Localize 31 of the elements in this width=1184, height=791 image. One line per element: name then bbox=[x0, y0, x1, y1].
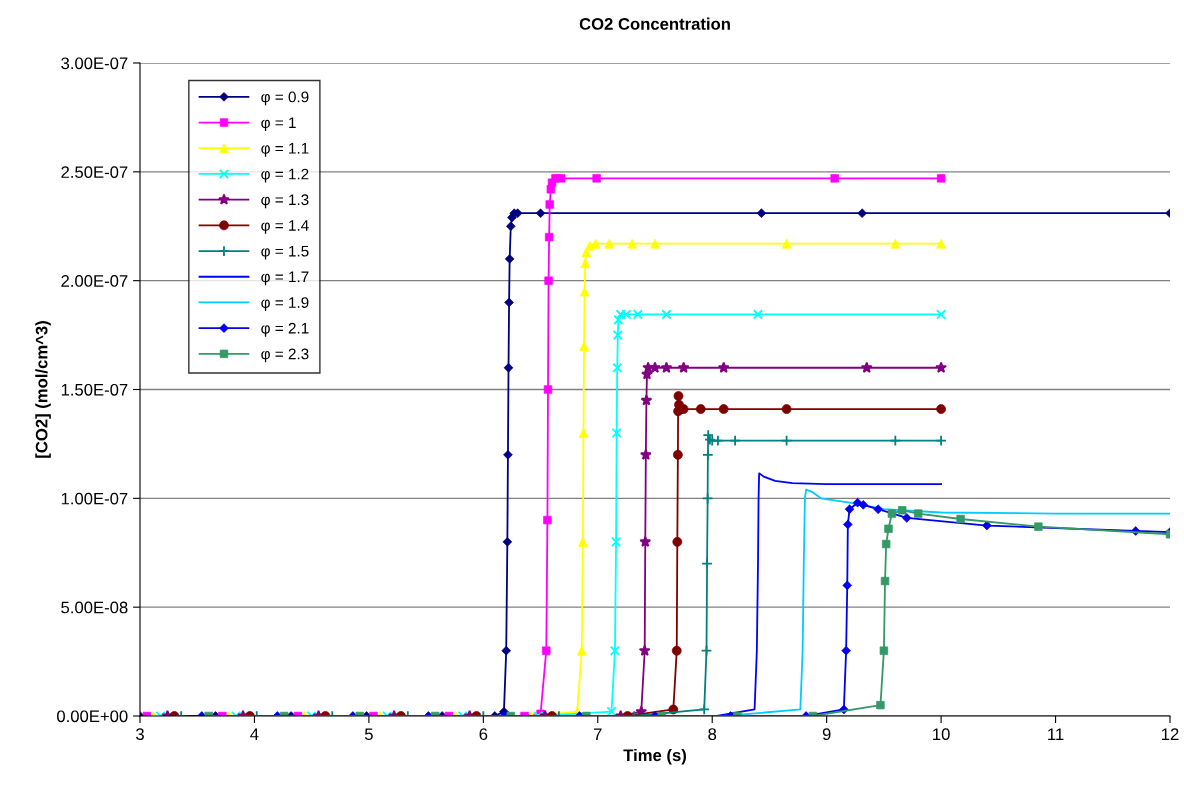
y-tick-label: 2.50E-07 bbox=[61, 166, 128, 179]
legend-label: φ = 1.2 bbox=[261, 168, 309, 183]
legend-label: φ = 1.4 bbox=[261, 220, 309, 234]
legend-label: φ = 2.1 bbox=[261, 322, 309, 337]
y-tick-label: 1.00E-07 bbox=[61, 492, 128, 505]
x-axis-title: Time (s) bbox=[623, 748, 686, 765]
x-tick-label: 12 bbox=[1162, 728, 1179, 740]
legend-label: φ = 0.9 bbox=[261, 91, 309, 106]
legend-label: φ = 1.7 bbox=[261, 271, 309, 286]
legend-label: φ = 1 bbox=[261, 117, 296, 132]
y-axis-title: [CO2] (mol/cm^3) bbox=[35, 321, 51, 458]
y-tick-label: 2.00E-07 bbox=[61, 275, 128, 287]
y-tick-label: 5.00E-08 bbox=[61, 601, 128, 614]
x-tick-label: 6 bbox=[479, 728, 488, 741]
chart-title: CO2 Concentration bbox=[579, 17, 730, 30]
legend-label: φ = 1.5 bbox=[261, 245, 309, 260]
y-tick-label: 1.50E-07 bbox=[61, 383, 128, 396]
legend-label: φ = 1.3 bbox=[261, 194, 309, 209]
y-tick-label: 0.00E+00 bbox=[57, 710, 128, 723]
legend-label: φ = 1.9 bbox=[261, 297, 309, 311]
x-tick-label: 11 bbox=[1048, 728, 1064, 740]
y-tick-label: 3.00E-07 bbox=[61, 57, 128, 70]
x-tick-label: 7 bbox=[594, 728, 602, 740]
x-tick-label: 9 bbox=[822, 728, 831, 741]
x-tick-label: 8 bbox=[708, 728, 717, 741]
legend-label: φ = 2.3 bbox=[261, 348, 309, 363]
x-tick-label: 3 bbox=[136, 728, 144, 741]
x-tick-label: 5 bbox=[364, 728, 373, 741]
x-tick-label: 4 bbox=[250, 728, 259, 740]
x-tick-label: 10 bbox=[933, 728, 950, 741]
legend-label: φ = 1.1 bbox=[261, 143, 309, 157]
